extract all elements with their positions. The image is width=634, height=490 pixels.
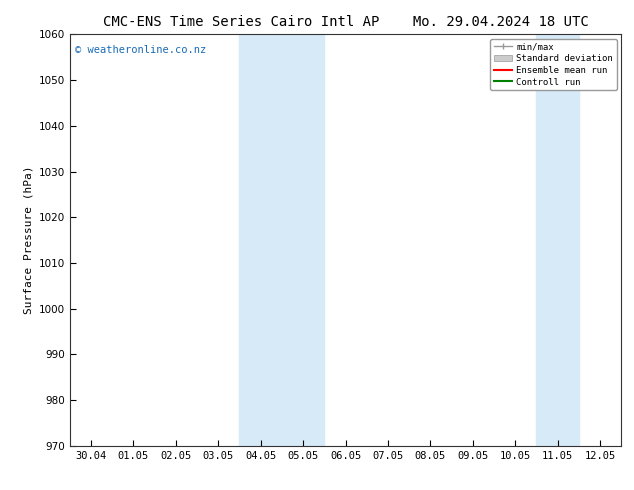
Y-axis label: Surface Pressure (hPa): Surface Pressure (hPa) — [23, 166, 33, 315]
Title: CMC-ENS Time Series Cairo Intl AP    Mo. 29.04.2024 18 UTC: CMC-ENS Time Series Cairo Intl AP Mo. 29… — [103, 15, 588, 29]
Text: © weatheronline.co.nz: © weatheronline.co.nz — [75, 45, 207, 54]
Bar — [240, 34, 325, 446]
Legend: min/max, Standard deviation, Ensemble mean run, Controll run: min/max, Standard deviation, Ensemble me… — [490, 39, 617, 90]
Bar — [536, 34, 579, 446]
